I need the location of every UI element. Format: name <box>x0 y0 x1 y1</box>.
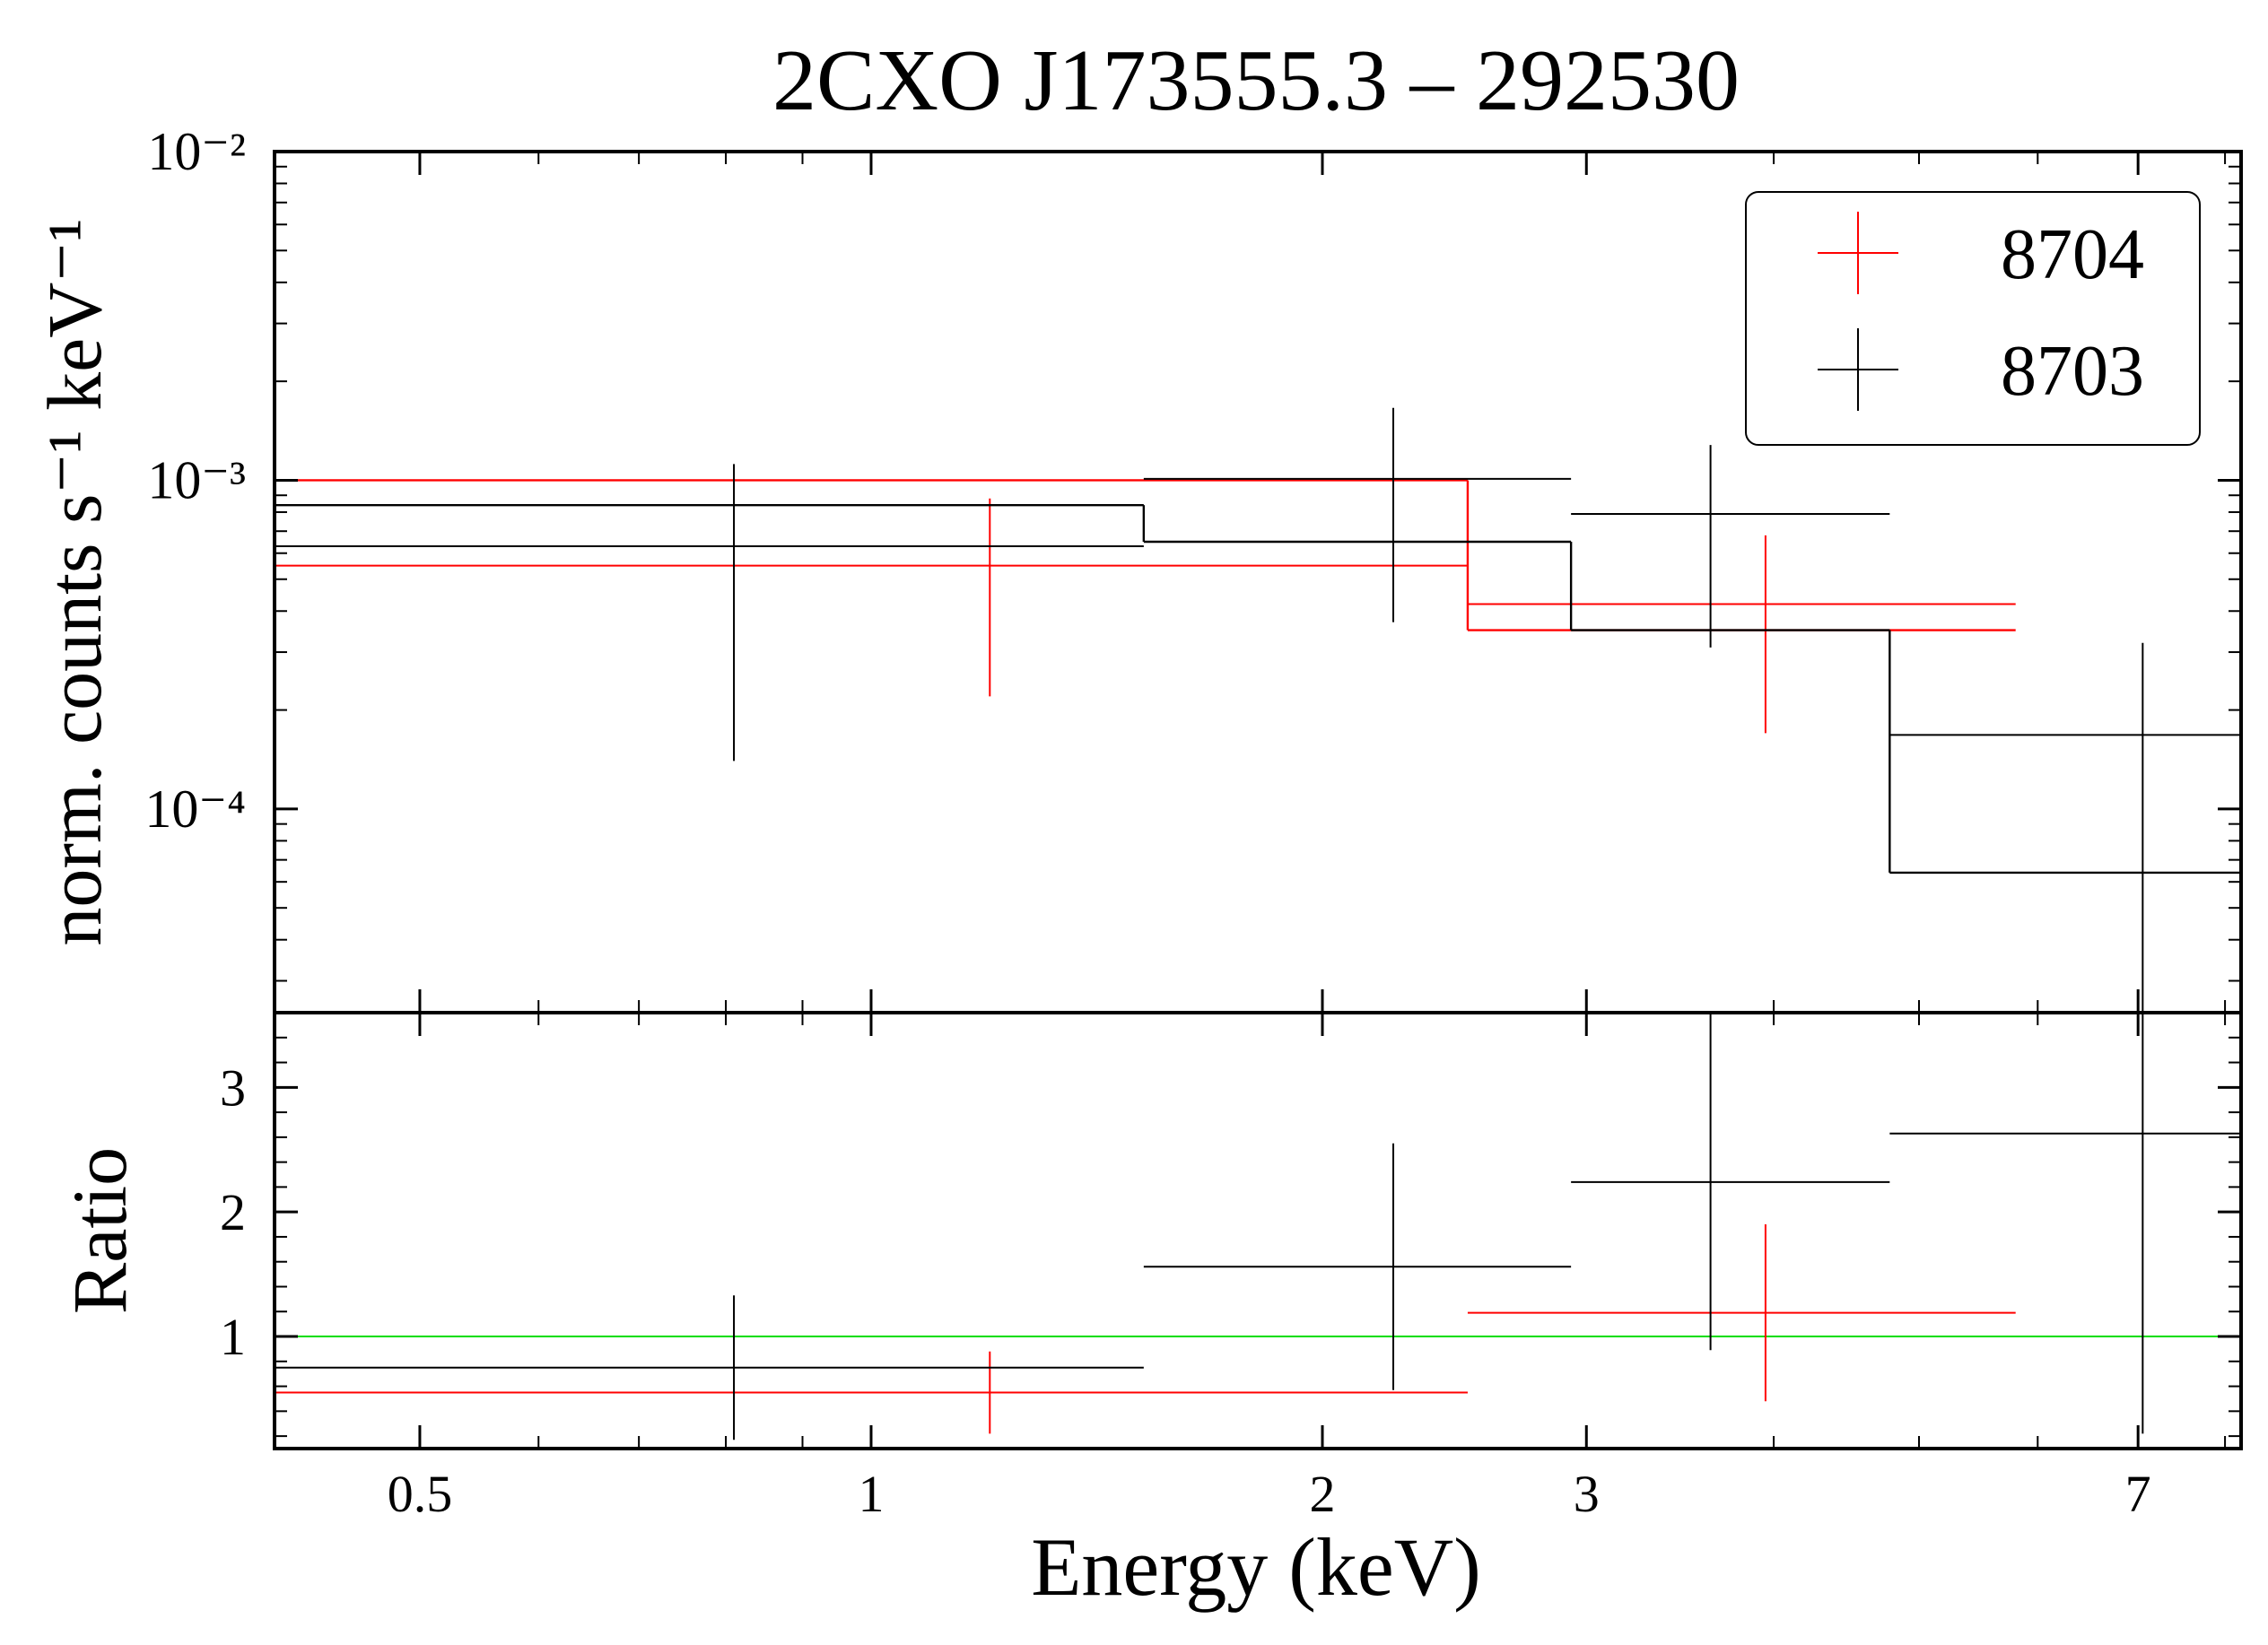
chart-title: 2CXO J173555.3 – 292530 <box>772 32 1740 129</box>
x-tick-label-7: 7 <box>2125 1465 2151 1523</box>
legend-label-8704: 8704 <box>2001 215 2144 294</box>
legend: 8704 8703 <box>1745 191 2201 446</box>
legend-label-8703: 8703 <box>2001 332 2144 411</box>
legend-entry-8704: 8704 <box>1818 212 2144 294</box>
x-tick-label-1: 1 <box>858 1465 884 1523</box>
ratio-data-layer <box>275 1013 2241 1440</box>
legend-box <box>1745 191 2201 446</box>
legend-entry-8703: 8703 <box>1818 328 2144 411</box>
top-y-axis-label: norm. counts s⁻¹ keV⁻¹ <box>31 218 118 945</box>
x-tick-label-3: 3 <box>1574 1465 1600 1523</box>
ratio-panel-frame <box>273 1011 2243 1450</box>
top-data-layer <box>275 407 2241 1013</box>
ratio-y-tick-label-1: 1 <box>220 1308 246 1366</box>
x-tick-label-0.5: 0.5 <box>388 1465 453 1523</box>
top-y-tick-label: 10⁻⁴ <box>144 779 246 839</box>
ratio-y-tick-label-3: 3 <box>220 1058 246 1117</box>
ratio-panel: 0.5 1 2 3 7 1 2 3 <box>220 1011 2243 1523</box>
ratio-y-axis-label: Ratio <box>57 1147 143 1314</box>
x-axis-label: Energy (keV) <box>1031 1521 1481 1613</box>
x-tick-label-2: 2 <box>1310 1465 1336 1523</box>
ratio-y-tick-label-2: 2 <box>220 1183 246 1241</box>
top-y-tick-label: 10⁻³ <box>147 450 246 509</box>
top-y-tick-label: 10⁻² <box>147 122 246 181</box>
